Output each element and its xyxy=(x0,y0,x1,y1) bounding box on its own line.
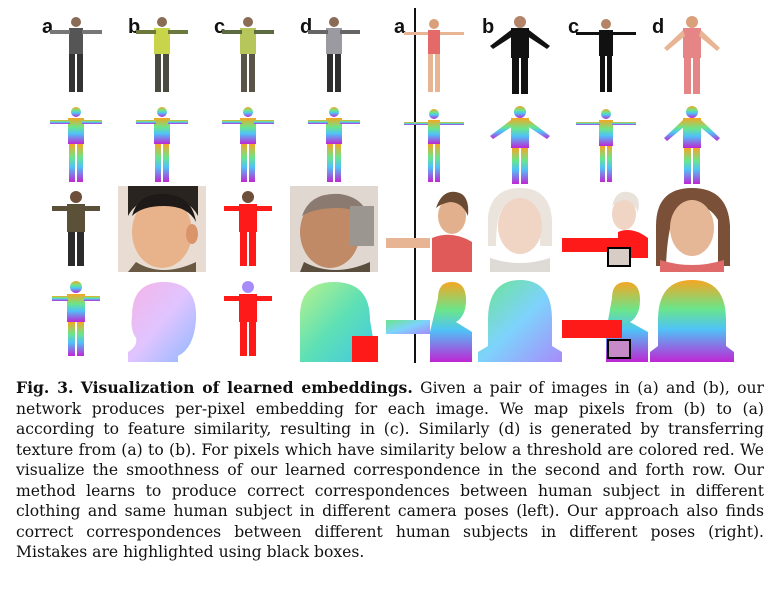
caption-title: Visualization of learned embeddings. xyxy=(80,378,413,397)
right-r2-b-embedding xyxy=(476,102,564,188)
left-r2-a-embedding xyxy=(32,102,120,188)
right-r4-a-embedding xyxy=(386,276,474,362)
right-r4-b-embedding xyxy=(476,276,564,362)
right-r2-a-embedding xyxy=(390,102,478,188)
right-r3-c-woman-mismatch xyxy=(562,186,650,272)
left-r2-c-embedding xyxy=(204,102,292,188)
right-r1-a-figure xyxy=(390,12,478,98)
left-r2-b-embedding xyxy=(118,102,206,188)
right-r3-b-woman-face xyxy=(476,186,564,272)
right-r3-a-woman xyxy=(386,186,474,272)
left-r3-a-child-figure xyxy=(32,186,120,272)
figure-caption: Fig. 3. Visualization of learned embeddi… xyxy=(16,378,764,563)
left-r4-c-embedding-mismatch xyxy=(204,276,292,362)
left-r1-a-figure xyxy=(32,12,120,98)
right-r1-c-figure xyxy=(562,12,650,98)
right-r4-c-embedding-mismatch xyxy=(562,276,650,362)
left-r3-d-textured-face xyxy=(290,186,378,272)
right-r1-b-figure xyxy=(476,12,564,98)
left-label-a: a xyxy=(42,16,54,38)
left-r1-d-figure xyxy=(290,12,378,98)
right-r3-d-woman-face xyxy=(648,186,736,272)
right-label-b: b xyxy=(482,16,495,38)
right-r2-d-embedding xyxy=(648,102,736,188)
right-label-d: d xyxy=(652,16,665,38)
right-r1-d-figure xyxy=(648,12,736,98)
left-r3-b-child-face xyxy=(118,186,206,272)
left-r2-d-embedding xyxy=(290,102,378,188)
figure-grid: a b c d a b c d xyxy=(30,8,760,363)
panel-divider xyxy=(414,8,416,363)
left-r3-c-mismatch-figure xyxy=(204,186,292,272)
right-label-a: a xyxy=(394,16,406,38)
right-r4-d-embedding xyxy=(648,276,736,362)
caption-label: Fig. 3. xyxy=(16,378,74,397)
caption-text: Given a pair of images in (a) and (b), o… xyxy=(16,379,765,561)
left-r4-b-face-embedding xyxy=(118,276,206,362)
left-r4-a-embedding xyxy=(32,276,120,362)
left-r1-c-figure xyxy=(204,12,292,98)
left-label-c: c xyxy=(214,16,226,38)
right-r2-c-embedding xyxy=(562,102,650,188)
left-r1-b-figure xyxy=(118,12,206,98)
left-r4-d-face-embedding xyxy=(290,276,378,362)
right-label-c: c xyxy=(568,16,580,38)
